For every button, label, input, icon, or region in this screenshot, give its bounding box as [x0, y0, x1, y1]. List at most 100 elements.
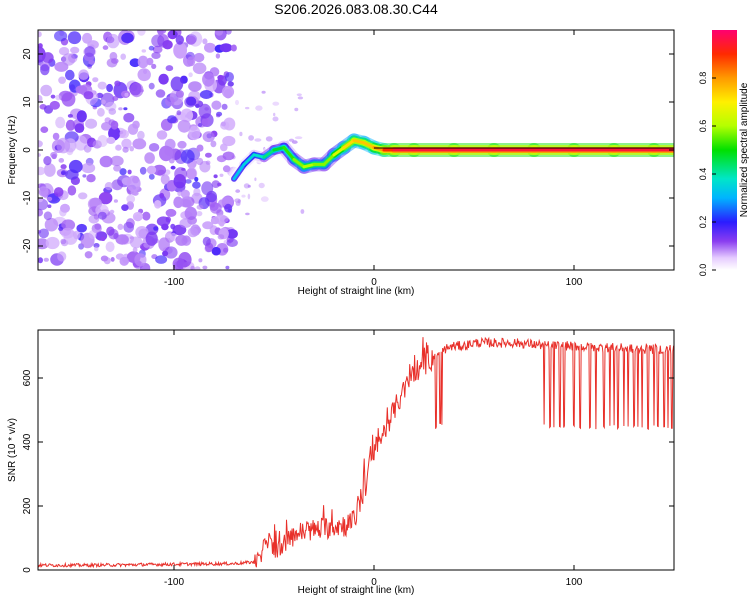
noise-blob	[202, 38, 208, 45]
noise-blob	[65, 119, 76, 131]
noise-blob	[151, 34, 165, 48]
noise-blob	[227, 81, 234, 87]
noise-blob	[98, 191, 113, 205]
noise-blob	[102, 45, 109, 50]
noise-blob	[98, 211, 107, 220]
noise-blob	[226, 238, 238, 247]
noise-blob	[174, 167, 188, 181]
noise-blob	[129, 146, 134, 152]
noise-blob	[137, 55, 149, 69]
noise-blob	[134, 253, 147, 267]
track-segment-3	[242, 153, 256, 166]
noise-blob	[38, 140, 43, 148]
noise-blob	[199, 90, 213, 99]
noise-blob	[61, 219, 76, 231]
noise-blob	[47, 204, 52, 208]
noise-blob	[142, 211, 151, 221]
noise-blob	[93, 243, 100, 248]
noise-blob	[58, 76, 66, 84]
noise-blob	[137, 68, 151, 82]
noise-blob	[260, 196, 269, 202]
noise-blob	[44, 217, 59, 232]
noise-blob	[106, 83, 113, 93]
noise-blob	[188, 125, 201, 141]
noise-blob	[189, 162, 194, 168]
track-segment-3	[352, 138, 366, 145]
track-segment-3	[262, 148, 276, 159]
noise-blob	[118, 107, 123, 111]
noise-blob	[220, 121, 226, 127]
snr-series-line	[38, 336, 674, 569]
noise-blob	[106, 136, 116, 144]
track-segment-3	[362, 141, 376, 150]
noise-blob	[38, 228, 49, 239]
noise-blob	[204, 42, 216, 53]
noise-blob	[129, 236, 143, 249]
noise-blob	[217, 182, 222, 187]
noise-blob	[38, 43, 43, 49]
noise-blob	[165, 65, 174, 72]
noise-blob	[130, 189, 138, 196]
colorbar-label: Normalized spectral amplitude	[739, 82, 750, 217]
noise-blob	[148, 45, 155, 51]
track-segment-3	[302, 162, 316, 169]
x-tick-label: 100	[566, 277, 583, 288]
spectrogram-y-ticks: -20 -10 0 10 20	[22, 48, 674, 253]
noise-blob	[112, 96, 119, 101]
y-tick-label: -10	[22, 190, 33, 205]
noise-blob	[221, 196, 234, 207]
track-segment-3	[252, 153, 266, 159]
noise-blob	[164, 246, 178, 259]
spectrogram-ylabel: Frequency (Hz)	[7, 116, 18, 185]
noise-blob	[126, 194, 136, 204]
noise-blob	[158, 73, 169, 85]
noise-blob	[63, 230, 78, 245]
colorbar-tick-label: 0.4	[698, 168, 708, 181]
track-segment-3	[332, 146, 346, 157]
noise-blob	[177, 119, 191, 133]
noise-blob	[169, 232, 178, 242]
noise-blob	[172, 257, 185, 270]
noise-blob	[67, 31, 82, 45]
noise-blob	[170, 76, 184, 92]
noise-blob	[186, 96, 197, 106]
noise-blob	[65, 69, 75, 81]
noise-blob	[215, 53, 221, 59]
noise-blob	[38, 186, 49, 197]
noise-blob	[113, 199, 118, 203]
noise-blob	[123, 112, 135, 123]
noise-blob	[78, 69, 89, 80]
noise-blob	[170, 165, 176, 170]
noise-blob	[205, 152, 212, 158]
noise-blob	[99, 155, 113, 168]
noise-blob	[121, 138, 132, 149]
noise-blob	[211, 246, 221, 256]
noise-blob	[43, 163, 56, 177]
noise-blob	[155, 89, 166, 98]
noise-blob	[210, 140, 217, 148]
noise-blob	[181, 235, 192, 246]
noise-blob	[217, 234, 225, 240]
snr-xlabel: Height of straight line (km)	[298, 585, 415, 596]
noise-blob	[121, 32, 134, 44]
noise-blob	[173, 196, 184, 209]
noise-blob	[40, 126, 49, 133]
noise-blob	[123, 221, 134, 233]
y-tick-label: -20	[22, 238, 33, 253]
noise-blob	[198, 258, 203, 263]
y-tick-label: 0	[22, 147, 33, 153]
noise-blob	[159, 145, 173, 162]
noise-blob	[190, 265, 195, 270]
noise-blob	[186, 167, 198, 180]
noise-blob	[211, 100, 222, 110]
noise-blob	[84, 46, 96, 57]
noise-blob	[294, 107, 299, 112]
noise-blob	[202, 131, 215, 143]
noise-blob	[100, 236, 106, 241]
noise-blob	[272, 101, 280, 106]
noise-blob	[202, 221, 214, 230]
noise-blob	[151, 52, 161, 59]
noise-blob	[300, 209, 305, 214]
colorbar-tick-label: 0.6	[698, 120, 708, 133]
